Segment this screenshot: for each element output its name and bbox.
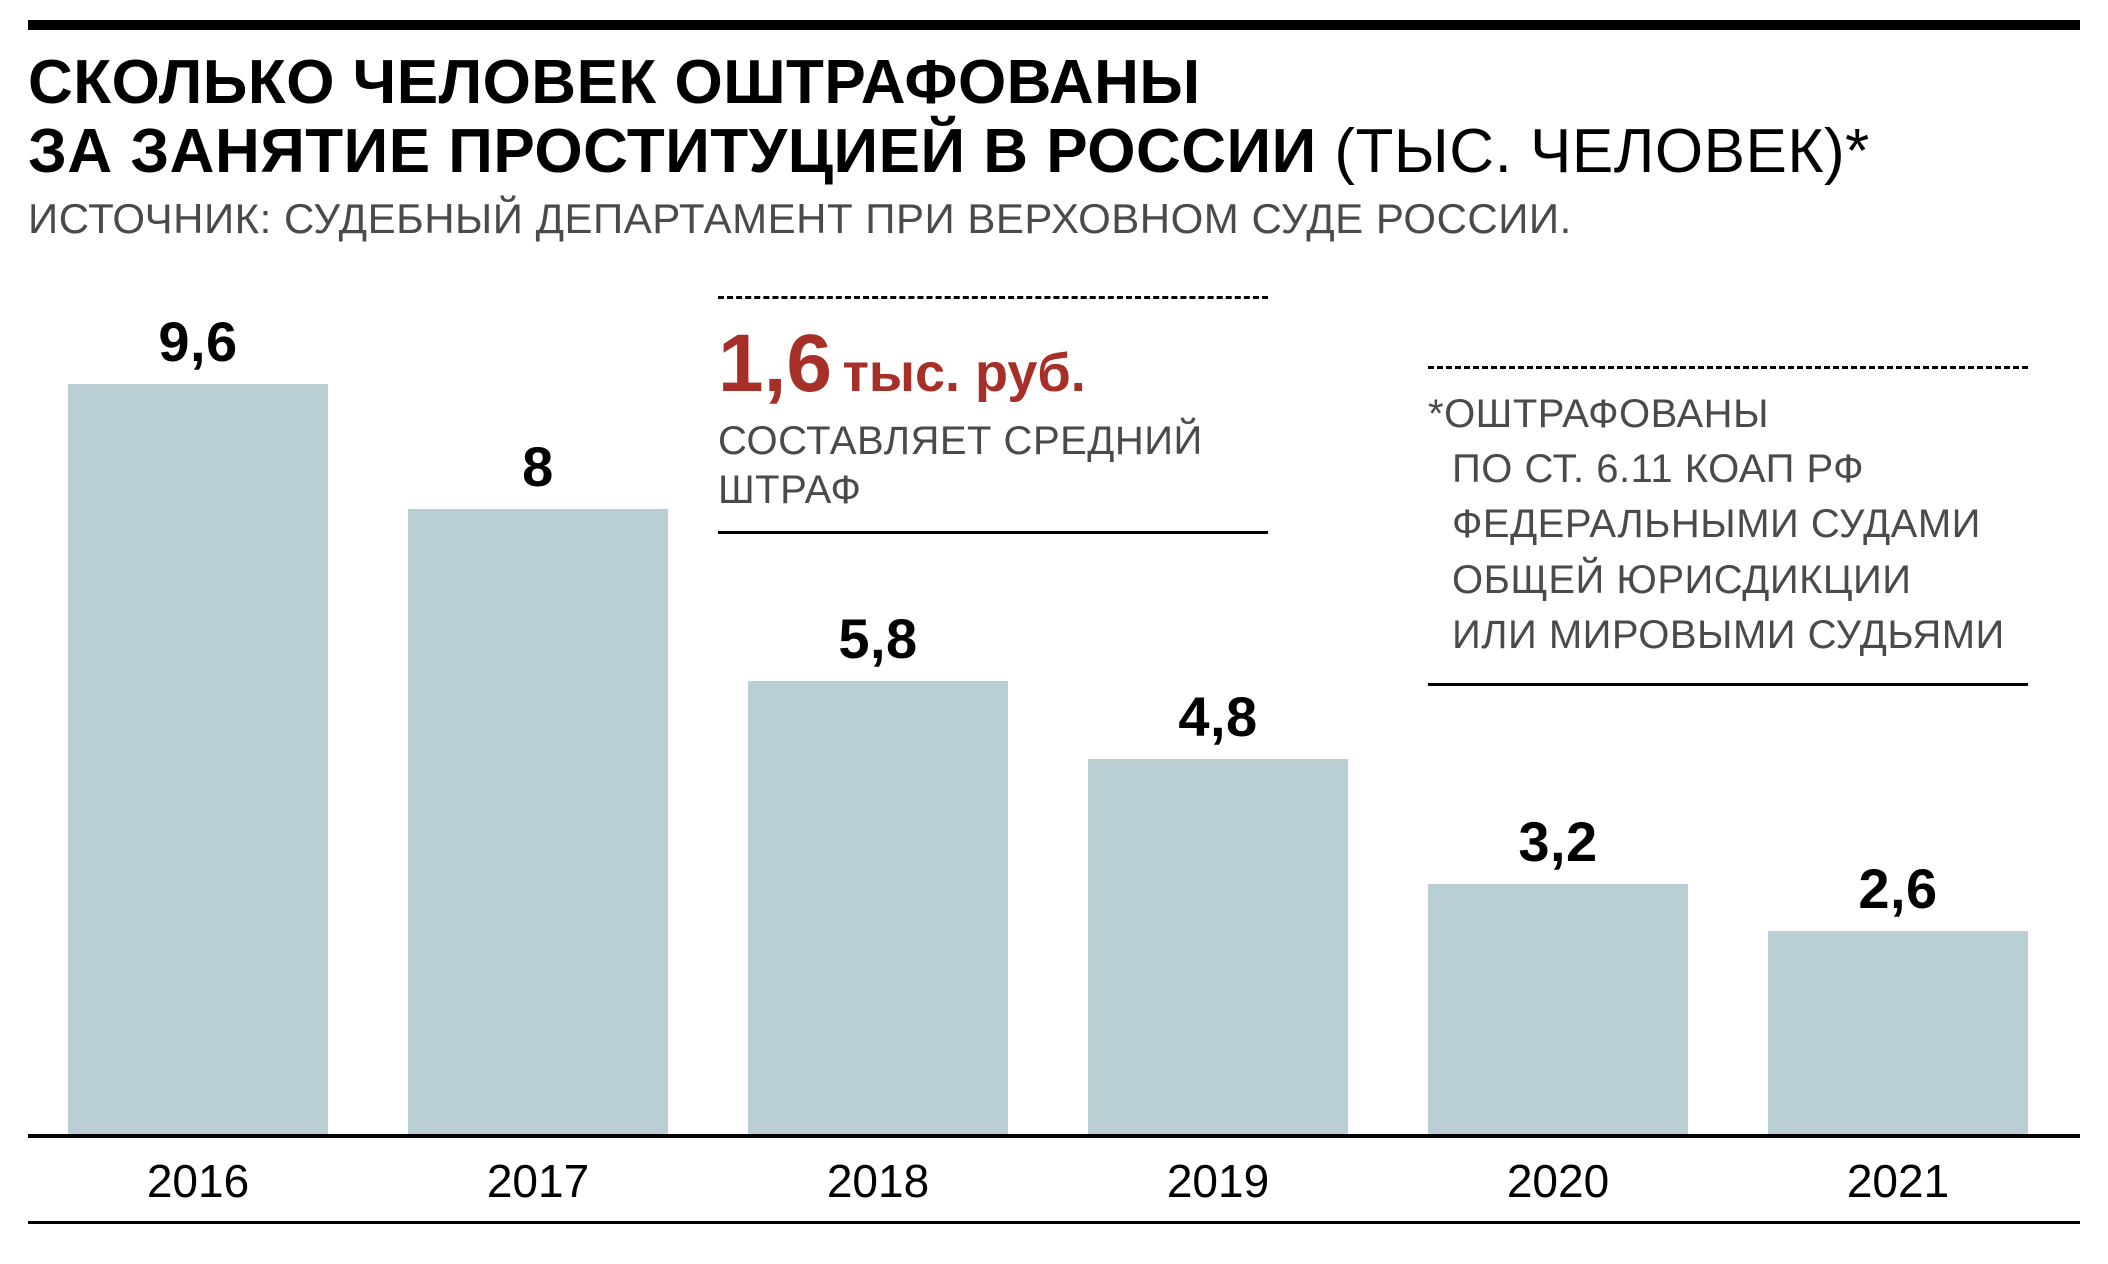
bar [1428, 884, 1688, 1134]
bar-group: 4,8 [1088, 684, 1348, 1134]
bar-value-label: 3,2 [1518, 809, 1597, 874]
bar [1088, 759, 1348, 1134]
bar-value-label: 9,6 [158, 309, 237, 374]
bar-group: 2,6 [1768, 856, 2028, 1134]
footnote-line: ПО СТ. 6.11 КОАП РФ [1428, 442, 2028, 497]
title-line1: СКОЛЬКО ЧЕЛОВЕК ОШТРАФОВАНЫ [28, 48, 1201, 117]
top-rule [28, 20, 2080, 30]
title-line2-bold: ЗА ЗАНЯТИЕ ПРОСТИТУЦИЕЙ В РОССИИ [28, 117, 1317, 186]
bar-group: 3,2 [1428, 809, 1688, 1134]
bar-group: 5,8 [748, 606, 1008, 1134]
x-axis-label: 2019 [1167, 1154, 1269, 1208]
dashed-divider [718, 296, 1268, 299]
x-axis-label: 2018 [827, 1154, 929, 1208]
bar-value-label: 2,6 [1858, 856, 1937, 921]
chart-title: СКОЛЬКО ЧЕЛОВЕК ОШТРАФОВАНЫ ЗА ЗАНЯТИЕ П… [28, 48, 2080, 187]
source-line: ИСТОЧНИК: СУДЕБНЫЙ ДЕПАРТАМЕНТ ПРИ ВЕРХО… [28, 195, 2080, 243]
bar-value-label: 4,8 [1178, 684, 1257, 749]
x-axis-label: 2017 [487, 1154, 589, 1208]
footnote-line: ОБЩЕЙ ЮРИСДИКЦИИ [1428, 553, 2028, 608]
chart-frame: СКОЛЬКО ЧЕЛОВЕК ОШТРАФОВАНЫ ЗА ЗАНЯТИЕ П… [28, 20, 2080, 1224]
avg-desc: СОСТАВЛЯЕТ СРЕДНИЙ ШТРАФ [718, 417, 1268, 515]
bar-value-label: 5,8 [838, 606, 917, 671]
chart-area: 9,6 8 5,8 4,8 3,2 2,6 1,6 тыс. руб. СОСТАВЛЯЕ… [28, 290, 2080, 1224]
x-axis-label: 2021 [1847, 1154, 1949, 1208]
bottom-rule [28, 1221, 2080, 1224]
x-axis-label: 2016 [147, 1154, 249, 1208]
callout-average-fine: 1,6 тыс. руб. СОСТАВЛЯЕТ СРЕДНИЙ ШТРАФ [718, 296, 1268, 534]
footnote-line: ИЛИ МИРОВЫМИ СУДЬЯМИ [1428, 608, 2028, 663]
bar [748, 681, 1008, 1134]
bar-value-label: 8 [522, 434, 554, 499]
footnote-line: *ОШТРАФОВАНЫ [1428, 387, 2028, 442]
callout-footnote: *ОШТРАФОВАНЫПО СТ. 6.11 КОАП РФФЕДЕРАЛЬН… [1428, 366, 2028, 686]
bar-group: 9,6 [68, 309, 328, 1134]
dashed-divider [1428, 366, 2028, 369]
bar [1768, 931, 2028, 1134]
bar-group: 8 [408, 434, 668, 1134]
x-axis-label: 2020 [1507, 1154, 1609, 1208]
title-block: СКОЛЬКО ЧЕЛОВЕК ОШТРАФОВАНЫ ЗА ЗАНЯТИЕ П… [28, 48, 2080, 243]
x-axis-labels: 2016 2017 2018 2019 2020 2021 [28, 1142, 2080, 1224]
bar [68, 384, 328, 1134]
solid-divider [1428, 683, 2028, 686]
avg-value-line: 1,6 тыс. руб. [718, 317, 1268, 411]
plot-region: 9,6 8 5,8 4,8 3,2 2,6 1,6 тыс. руб. СОСТАВЛЯЕ… [28, 290, 2080, 1138]
avg-unit: тыс. руб. [842, 343, 1085, 403]
bar [408, 509, 668, 1134]
footnote-line: ФЕДЕРАЛЬНЫМИ СУДАМИ [1428, 497, 2028, 552]
avg-value: 1,6 [718, 318, 832, 409]
solid-divider [718, 531, 1268, 534]
footnote-body: *ОШТРАФОВАНЫПО СТ. 6.11 КОАП РФФЕДЕРАЛЬН… [1428, 387, 2028, 663]
title-line2-paren: (ТЫС. ЧЕЛОВЕК)* [1334, 117, 1869, 186]
